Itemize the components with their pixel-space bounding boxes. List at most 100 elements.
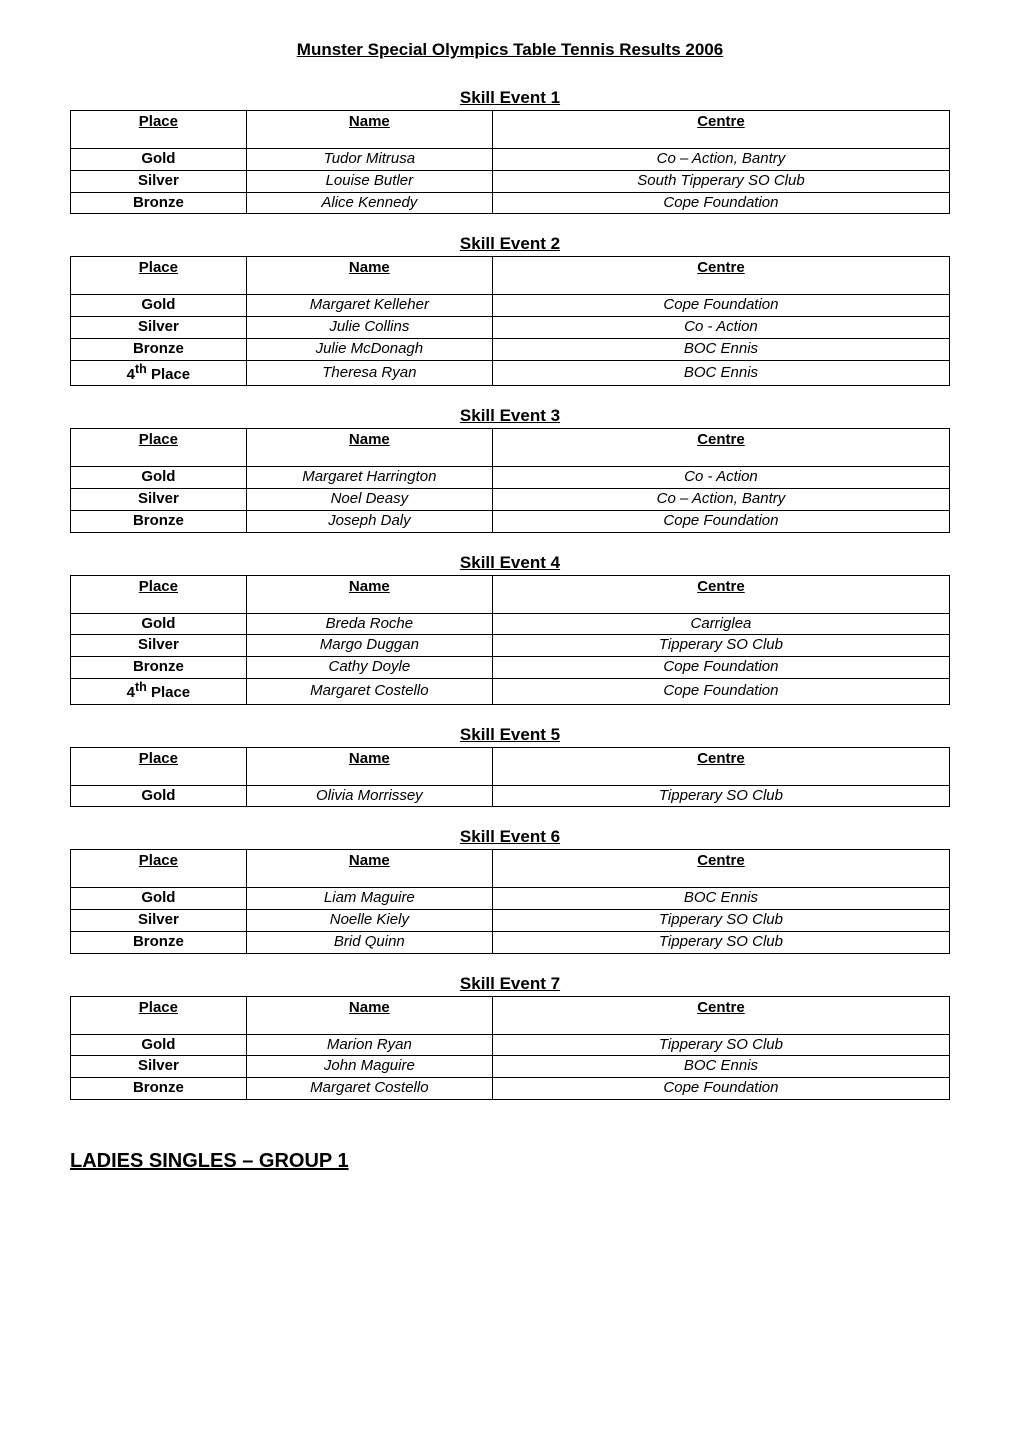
header-place: Place	[71, 575, 247, 613]
table-row: BronzeAlice KennedyCope Foundation	[71, 192, 950, 214]
place-cell: 4th Place	[71, 360, 247, 386]
place-cell: Bronze	[71, 931, 247, 953]
results-table: PlaceNameCentreGoldMargaret KelleherCope…	[70, 256, 950, 386]
header-name: Name	[246, 996, 492, 1034]
centre-cell: Cope Foundation	[492, 510, 949, 532]
place-cell: Gold	[71, 888, 247, 910]
event-title: Skill Event 7	[70, 974, 950, 994]
header-centre: Centre	[492, 111, 949, 149]
table-row: BronzeBrid QuinnTipperary SO Club	[71, 931, 950, 953]
table-row: SilverLouise ButlerSouth Tipperary SO Cl…	[71, 170, 950, 192]
name-cell: Margaret Kelleher	[246, 295, 492, 317]
place-cell: Silver	[71, 910, 247, 932]
place-cell: Bronze	[71, 338, 247, 360]
header-name: Name	[246, 257, 492, 295]
centre-cell: Tipperary SO Club	[492, 931, 949, 953]
name-cell: John Maguire	[246, 1056, 492, 1078]
table-row: BronzeCathy DoyleCope Foundation	[71, 657, 950, 679]
place-cell: Gold	[71, 1034, 247, 1056]
place-cell: 4th Place	[71, 678, 247, 704]
place-cell: Silver	[71, 635, 247, 657]
header-centre: Centre	[492, 850, 949, 888]
place-cell: Gold	[71, 467, 247, 489]
name-cell: Tudor Mitrusa	[246, 149, 492, 171]
header-name: Name	[246, 747, 492, 785]
place-cell: Gold	[71, 295, 247, 317]
table-row: 4th PlaceTheresa RyanBOC Ennis	[71, 360, 950, 386]
centre-cell: Co – Action, Bantry	[492, 149, 949, 171]
event-title: Skill Event 6	[70, 827, 950, 847]
header-centre: Centre	[492, 996, 949, 1034]
table-row: SilverMargo DugganTipperary SO Club	[71, 635, 950, 657]
centre-cell: Co - Action	[492, 467, 949, 489]
header-name: Name	[246, 429, 492, 467]
table-row: SilverJohn MaguireBOC Ennis	[71, 1056, 950, 1078]
centre-cell: Tipperary SO Club	[492, 635, 949, 657]
centre-cell: Cope Foundation	[492, 657, 949, 679]
results-table: PlaceNameCentreGoldLiam MaguireBOC Ennis…	[70, 849, 950, 953]
centre-cell: Co – Action, Bantry	[492, 489, 949, 511]
place-cell: Gold	[71, 149, 247, 171]
name-cell: Margaret Costello	[246, 1078, 492, 1100]
table-row: GoldOlivia MorrisseyTipperary SO Club	[71, 785, 950, 807]
centre-cell: BOC Ennis	[492, 338, 949, 360]
centre-cell: Cope Foundation	[492, 678, 949, 704]
name-cell: Theresa Ryan	[246, 360, 492, 386]
centre-cell: Carriglea	[492, 613, 949, 635]
main-title: Munster Special Olympics Table Tennis Re…	[70, 40, 950, 60]
centre-cell: BOC Ennis	[492, 888, 949, 910]
event-title: Skill Event 5	[70, 725, 950, 745]
results-table: PlaceNameCentreGoldMarion RyanTipperary …	[70, 996, 950, 1100]
header-name: Name	[246, 850, 492, 888]
name-cell: Noel Deasy	[246, 489, 492, 511]
header-place: Place	[71, 747, 247, 785]
place-cell: Gold	[71, 613, 247, 635]
name-cell: Noelle Kiely	[246, 910, 492, 932]
table-row: 4th PlaceMargaret CostelloCope Foundatio…	[71, 678, 950, 704]
name-cell: Brid Quinn	[246, 931, 492, 953]
name-cell: Breda Roche	[246, 613, 492, 635]
events-container: Skill Event 1PlaceNameCentreGoldTudor Mi…	[70, 88, 950, 1100]
header-centre: Centre	[492, 429, 949, 467]
event-title: Skill Event 3	[70, 406, 950, 426]
results-table: PlaceNameCentreGoldTudor MitrusaCo – Act…	[70, 110, 950, 214]
header-centre: Centre	[492, 747, 949, 785]
place-cell: Bronze	[71, 1078, 247, 1100]
name-cell: Julie Collins	[246, 317, 492, 339]
name-cell: Marion Ryan	[246, 1034, 492, 1056]
name-cell: Margaret Harrington	[246, 467, 492, 489]
table-row: GoldTudor MitrusaCo – Action, Bantry	[71, 149, 950, 171]
place-cell: Silver	[71, 317, 247, 339]
place-cell: Bronze	[71, 192, 247, 214]
results-table: PlaceNameCentreGoldBreda RocheCarrigleaS…	[70, 575, 950, 705]
centre-cell: Tipperary SO Club	[492, 785, 949, 807]
place-cell: Silver	[71, 170, 247, 192]
table-row: SilverJulie CollinsCo - Action	[71, 317, 950, 339]
table-row: BronzeMargaret CostelloCope Foundation	[71, 1078, 950, 1100]
header-place: Place	[71, 257, 247, 295]
centre-cell: South Tipperary SO Club	[492, 170, 949, 192]
header-centre: Centre	[492, 257, 949, 295]
centre-cell: BOC Ennis	[492, 1056, 949, 1078]
event-title: Skill Event 2	[70, 234, 950, 254]
centre-cell: BOC Ennis	[492, 360, 949, 386]
header-place: Place	[71, 850, 247, 888]
header-place: Place	[71, 429, 247, 467]
table-row: SilverNoelle KielyTipperary SO Club	[71, 910, 950, 932]
place-cell: Bronze	[71, 510, 247, 532]
header-place: Place	[71, 996, 247, 1034]
name-cell: Cathy Doyle	[246, 657, 492, 679]
header-name: Name	[246, 111, 492, 149]
table-row: GoldMargaret HarringtonCo - Action	[71, 467, 950, 489]
centre-cell: Tipperary SO Club	[492, 910, 949, 932]
header-centre: Centre	[492, 575, 949, 613]
name-cell: Margaret Costello	[246, 678, 492, 704]
centre-cell: Cope Foundation	[492, 1078, 949, 1100]
name-cell: Louise Butler	[246, 170, 492, 192]
section-title: LADIES SINGLES – GROUP 1	[70, 1150, 950, 1173]
table-row: GoldMargaret KelleherCope Foundation	[71, 295, 950, 317]
results-table: PlaceNameCentreGoldOlivia MorrisseyTippe…	[70, 747, 950, 808]
name-cell: Julie McDonagh	[246, 338, 492, 360]
table-row: SilverNoel DeasyCo – Action, Bantry	[71, 489, 950, 511]
place-cell: Silver	[71, 1056, 247, 1078]
